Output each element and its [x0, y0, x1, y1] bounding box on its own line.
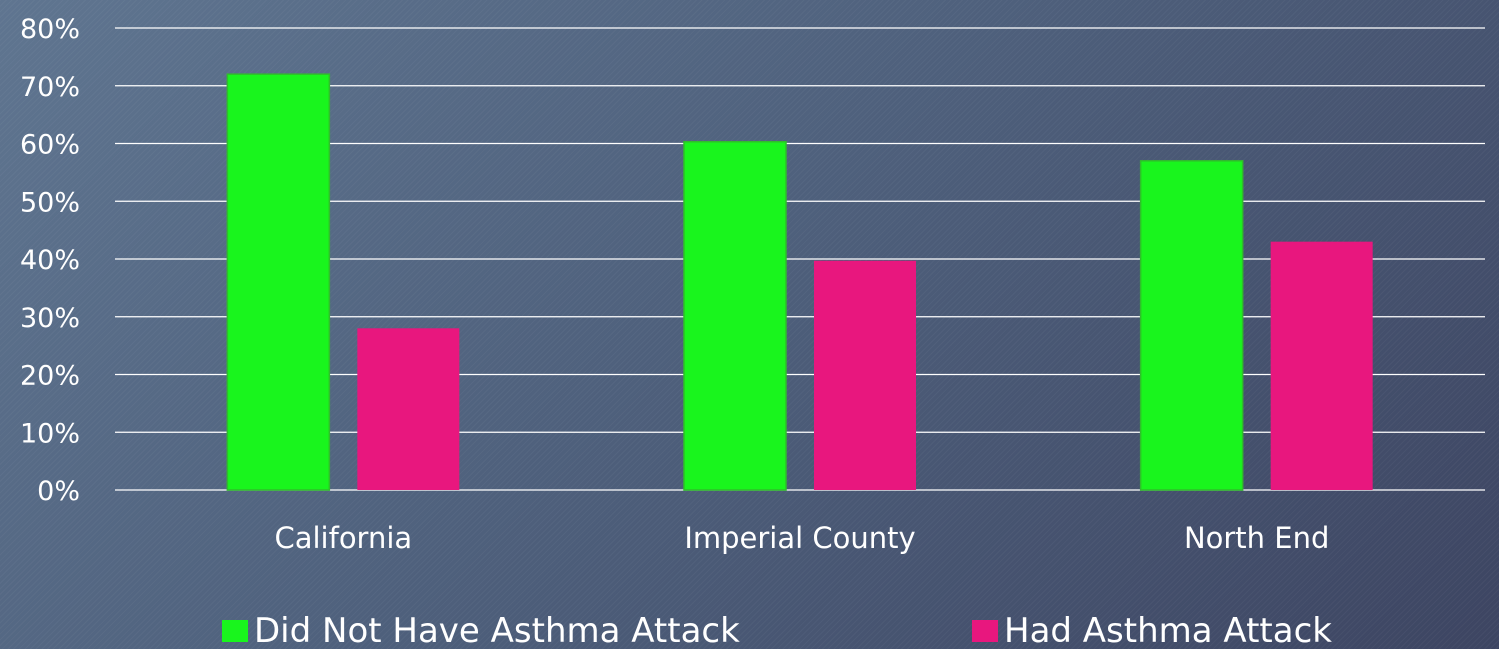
bar-did-not-have-asthma-attack-imperial-county — [683, 141, 787, 491]
y-tick-label: 30% — [20, 303, 80, 334]
legend-item-did-not-have-asthma-attack: Did Not Have Asthma Attack — [222, 610, 740, 649]
bar-had-asthma-attack-north-end — [1270, 241, 1373, 490]
legend-swatch-pink — [972, 619, 998, 642]
bar-did-not-have-asthma-attack-california — [226, 73, 331, 491]
bar-chart: 0% 10% 20% 30% 40% 50% 60% 70% 80% California Impe… — [20, 14, 1373, 555]
y-tick-label: 40% — [20, 245, 80, 276]
legend: Did Not Have Asthma Attack Had Asthma At… — [0, 610, 1499, 649]
legend-label: Had Asthma Attack — [1004, 610, 1332, 649]
legend-label: Did Not Have Asthma Attack — [254, 610, 740, 649]
y-tick-label: 70% — [20, 72, 80, 103]
x-tick-label: California — [274, 521, 412, 555]
y-tick-label: 20% — [20, 361, 80, 392]
bar-did-not-have-asthma-attack-north-end — [1139, 160, 1244, 491]
bar-had-asthma-attack-imperial-county — [814, 260, 916, 490]
y-tick-label: 80% — [20, 14, 80, 45]
legend-item-had-asthma-attack: Had Asthma Attack — [972, 610, 1332, 649]
legend-swatch-green — [222, 619, 248, 642]
y-tick-label: 0% — [37, 476, 80, 507]
y-tick-label: 50% — [20, 187, 80, 218]
y-tick-label: 10% — [20, 418, 80, 449]
y-tick-label: 60% — [20, 130, 80, 161]
x-tick-label: Imperial County — [684, 521, 915, 555]
bar-had-asthma-attack-california — [357, 328, 460, 490]
x-tick-label: North End — [1184, 521, 1329, 555]
